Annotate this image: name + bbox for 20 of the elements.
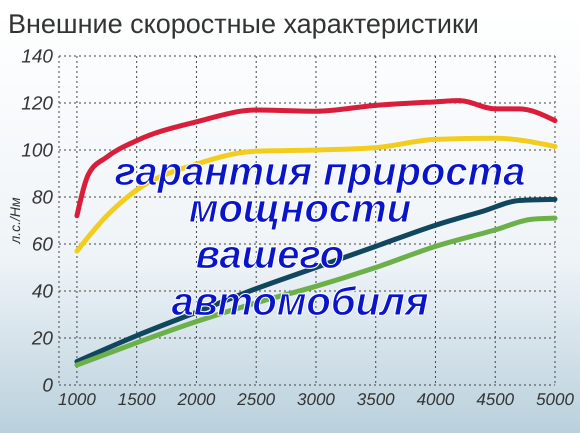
y-tick-label: 80 (32, 188, 54, 209)
x-tick-label: 4000 (416, 390, 455, 409)
y-tick-label: 0 (42, 376, 54, 397)
x-tick-label: 2500 (236, 390, 276, 409)
y-tick-label: 20 (30, 328, 54, 350)
x-tick-label: 1500 (118, 390, 156, 409)
y-tick-label: 60 (32, 234, 54, 256)
annotation: вашего (196, 233, 344, 277)
y-tick-label: 120 (21, 94, 54, 115)
y-axis-title: л.с./Нм (7, 196, 23, 245)
y-tick-label: 100 (21, 140, 54, 162)
y-tick-label: 40 (32, 282, 54, 303)
x-tick-label: 1000 (58, 390, 96, 409)
x-tick-label: 4500 (476, 390, 515, 409)
x-tick-label: 5000 (536, 390, 574, 409)
x-tick-label: 3500 (356, 390, 396, 409)
x-tick-label: 2000 (176, 390, 216, 409)
chart-title: Внешние скоростные характеристики (8, 9, 479, 39)
y-tick-label: 140 (21, 46, 54, 68)
x-tick-label: 3000 (297, 390, 336, 409)
